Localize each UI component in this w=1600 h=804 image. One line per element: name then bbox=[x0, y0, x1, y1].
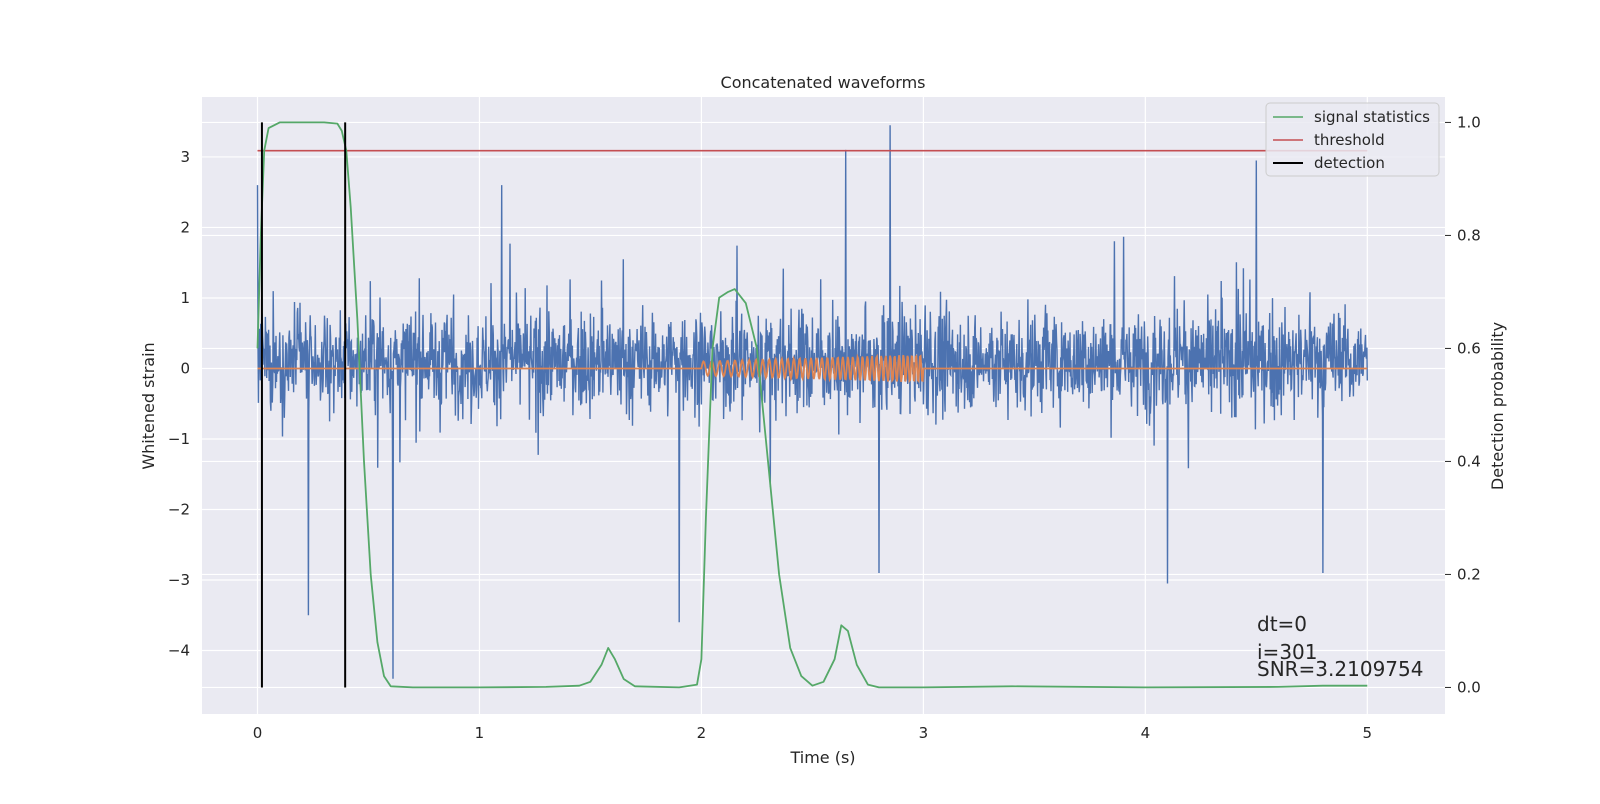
x-tick-label: 0 bbox=[253, 724, 263, 742]
y-left-tick-label: 3 bbox=[180, 148, 190, 166]
signal-statistics-line bbox=[256, 121, 1368, 689]
y-left-tick-label: 0 bbox=[180, 359, 190, 377]
y-right-tick-label: 0.0 bbox=[1457, 678, 1481, 696]
legend-label-detection: detection bbox=[1314, 154, 1385, 172]
x-tick-label: 3 bbox=[919, 724, 929, 742]
annotation-index: i=301 bbox=[1257, 640, 1318, 664]
injected-waveform-path bbox=[257, 353, 1368, 384]
x-axis-label: Time (s) bbox=[789, 748, 855, 767]
y-left-tick-label: 1 bbox=[180, 289, 190, 307]
y-right-tick-label: 0.2 bbox=[1457, 565, 1481, 583]
legend-label-signal-statistics: signal statistics bbox=[1314, 108, 1430, 126]
y-right-tick-label: 0.8 bbox=[1457, 226, 1481, 244]
x-tick-label: 5 bbox=[1363, 724, 1373, 742]
legend-frame bbox=[1265, 102, 1440, 177]
x-tick-label: 2 bbox=[697, 724, 707, 742]
chart-title: Concatenated waveforms bbox=[721, 73, 926, 92]
injected-waveform-line bbox=[257, 353, 1368, 384]
y-axis-left-label: Whitened strain bbox=[139, 342, 158, 469]
y-right-tick-label: 0.4 bbox=[1457, 452, 1481, 470]
y-right-tick-label: 0.6 bbox=[1457, 339, 1481, 357]
legend: signal statistics threshold detection bbox=[1265, 102, 1440, 177]
y-right-tick-label: 1.0 bbox=[1457, 113, 1481, 131]
x-tick-label: 4 bbox=[1141, 724, 1151, 742]
y-axis-right-label: Detection probability bbox=[1488, 322, 1507, 490]
axes: 0 1 2 3 4 5 −4 −3 −2 −1 0 1 2 3 0.0 0.2 0.4 0.6 0.8 1.0 bbox=[168, 113, 1481, 742]
legend-label-threshold: threshold bbox=[1314, 131, 1385, 149]
y-left-tick-label: −3 bbox=[168, 571, 190, 589]
x-tick-label: 1 bbox=[475, 724, 485, 742]
y-left-tick-label: −1 bbox=[168, 430, 190, 448]
y-left-tick-label: 2 bbox=[180, 218, 190, 236]
series-lines bbox=[256, 121, 1368, 689]
annotation-snr: SNR=3.2109754 bbox=[1257, 657, 1423, 681]
y-left-tick-label: −2 bbox=[168, 501, 190, 519]
plot-area bbox=[202, 97, 1445, 714]
y-left-tick-label: −4 bbox=[168, 642, 190, 660]
annotation-dt: dt=0 bbox=[1257, 612, 1307, 636]
